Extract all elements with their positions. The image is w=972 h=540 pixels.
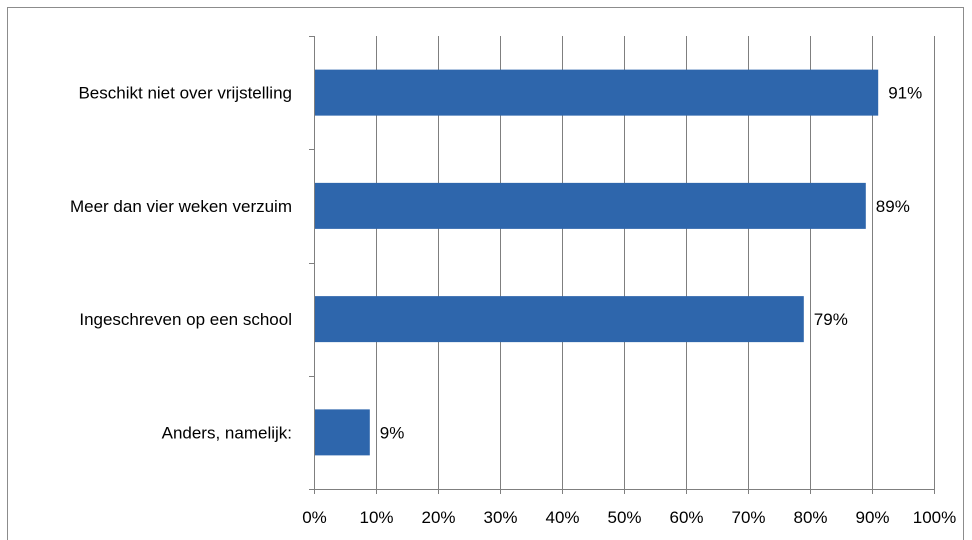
bar-3 xyxy=(315,296,804,343)
category-label: Beschikt niet over vrijstelling xyxy=(78,84,292,103)
category-label: Anders, namelijk: xyxy=(162,423,292,442)
x-tick-label: 70% xyxy=(731,508,765,527)
bar-4 xyxy=(315,409,370,456)
bars xyxy=(315,69,879,456)
bar-1 xyxy=(315,69,879,116)
data-label: 89% xyxy=(876,197,910,216)
category-label: Meer dan vier weken verzuim xyxy=(70,197,292,216)
category-label: Ingeschreven op een school xyxy=(79,310,292,329)
x-tick-label: 40% xyxy=(545,508,579,527)
data-label: 9% xyxy=(380,423,405,442)
labels: 0% 10% 20% 30% 40% 50% 60% 70% 80% 90% 100% Beschik… xyxy=(70,84,956,527)
x-tick-label: 20% xyxy=(421,508,455,527)
data-label: 79% xyxy=(814,310,848,329)
x-tick-label: 10% xyxy=(359,508,393,527)
axes xyxy=(309,36,935,494)
x-tick-label: 0% xyxy=(302,508,327,527)
x-tick-label: 30% xyxy=(483,508,517,527)
bar-2 xyxy=(315,182,866,229)
x-tick-label: 90% xyxy=(855,508,889,527)
data-label: 91% xyxy=(888,84,922,103)
x-tick-label: 100% xyxy=(913,508,956,527)
x-tick-label: 80% xyxy=(793,508,827,527)
x-tick-label: 60% xyxy=(669,508,703,527)
x-tick-label: 50% xyxy=(607,508,641,527)
